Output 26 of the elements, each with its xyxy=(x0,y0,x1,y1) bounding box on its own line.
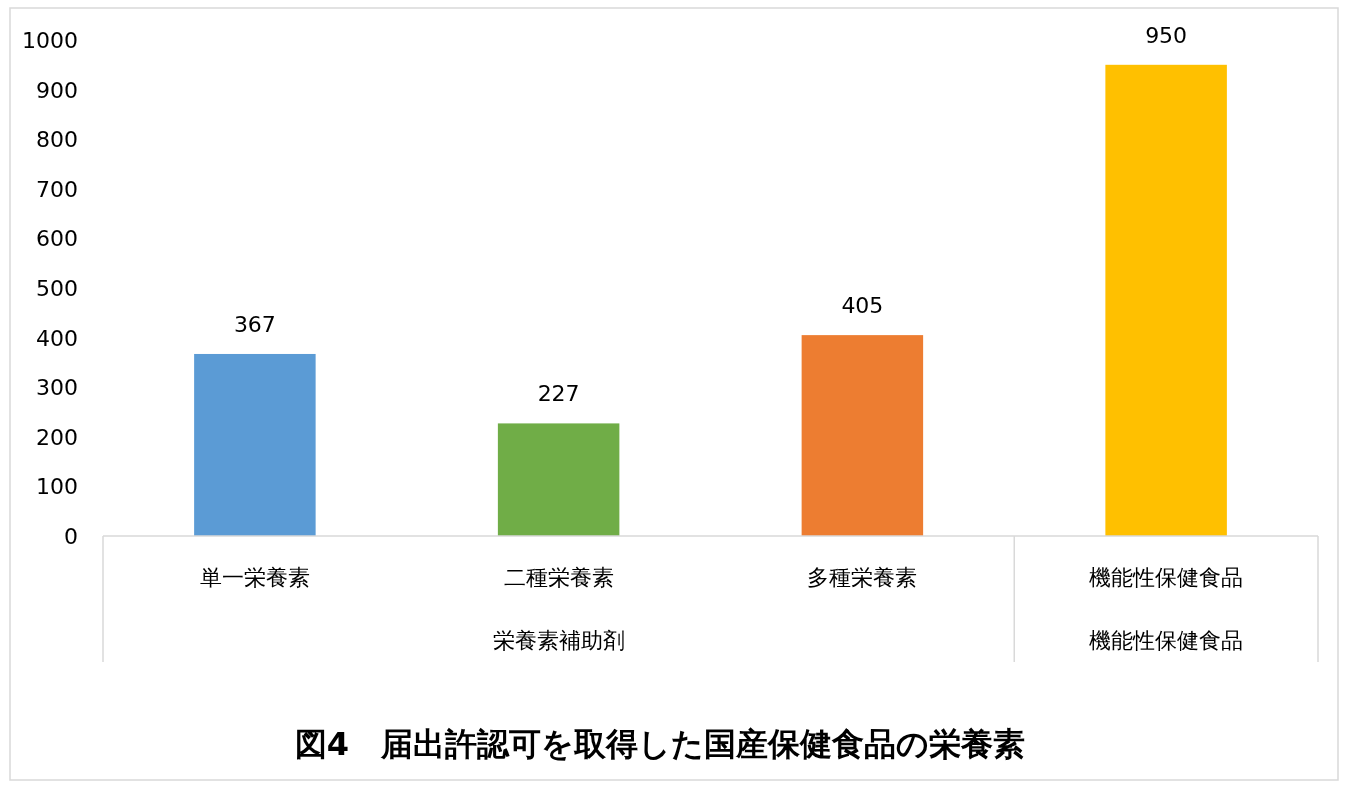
data-label: 405 xyxy=(841,293,884,319)
x-tick-label: 単一栄養素 xyxy=(199,565,310,590)
x-tick-label: 機能性保健食品 xyxy=(1089,565,1244,590)
y-tick-label: 100 xyxy=(36,474,78,500)
y-tick-label: 400 xyxy=(36,325,78,351)
y-tick-label: 300 xyxy=(36,375,78,401)
text: 図4 届出許認可を取得した国産保健食品の栄養素 xyxy=(294,725,1026,763)
x-tick-label: 多種栄養素 xyxy=(807,565,918,590)
text: 機能性保健食品 xyxy=(1089,628,1244,653)
x-tick-label: 二種栄養素 xyxy=(503,565,614,590)
y-tick-label: 600 xyxy=(36,226,78,252)
bar xyxy=(194,353,316,536)
y-tick-label: 1000 xyxy=(22,28,78,53)
text: 栄養素補助剤 xyxy=(492,628,625,653)
y-tick-label: 200 xyxy=(36,424,78,450)
y-tick-label: 700 xyxy=(36,176,78,202)
bar xyxy=(801,335,924,536)
data-label: 367 xyxy=(233,311,276,337)
bar xyxy=(497,423,620,536)
y-tick-label: 500 xyxy=(36,276,78,301)
y-tick-label: 800 xyxy=(36,127,78,153)
y-tick-label: 900 xyxy=(36,77,78,103)
bar xyxy=(1105,64,1227,536)
data-label: 227 xyxy=(537,381,580,407)
data-label: 950 xyxy=(1145,22,1188,48)
y-tick-label: 0 xyxy=(64,524,78,549)
